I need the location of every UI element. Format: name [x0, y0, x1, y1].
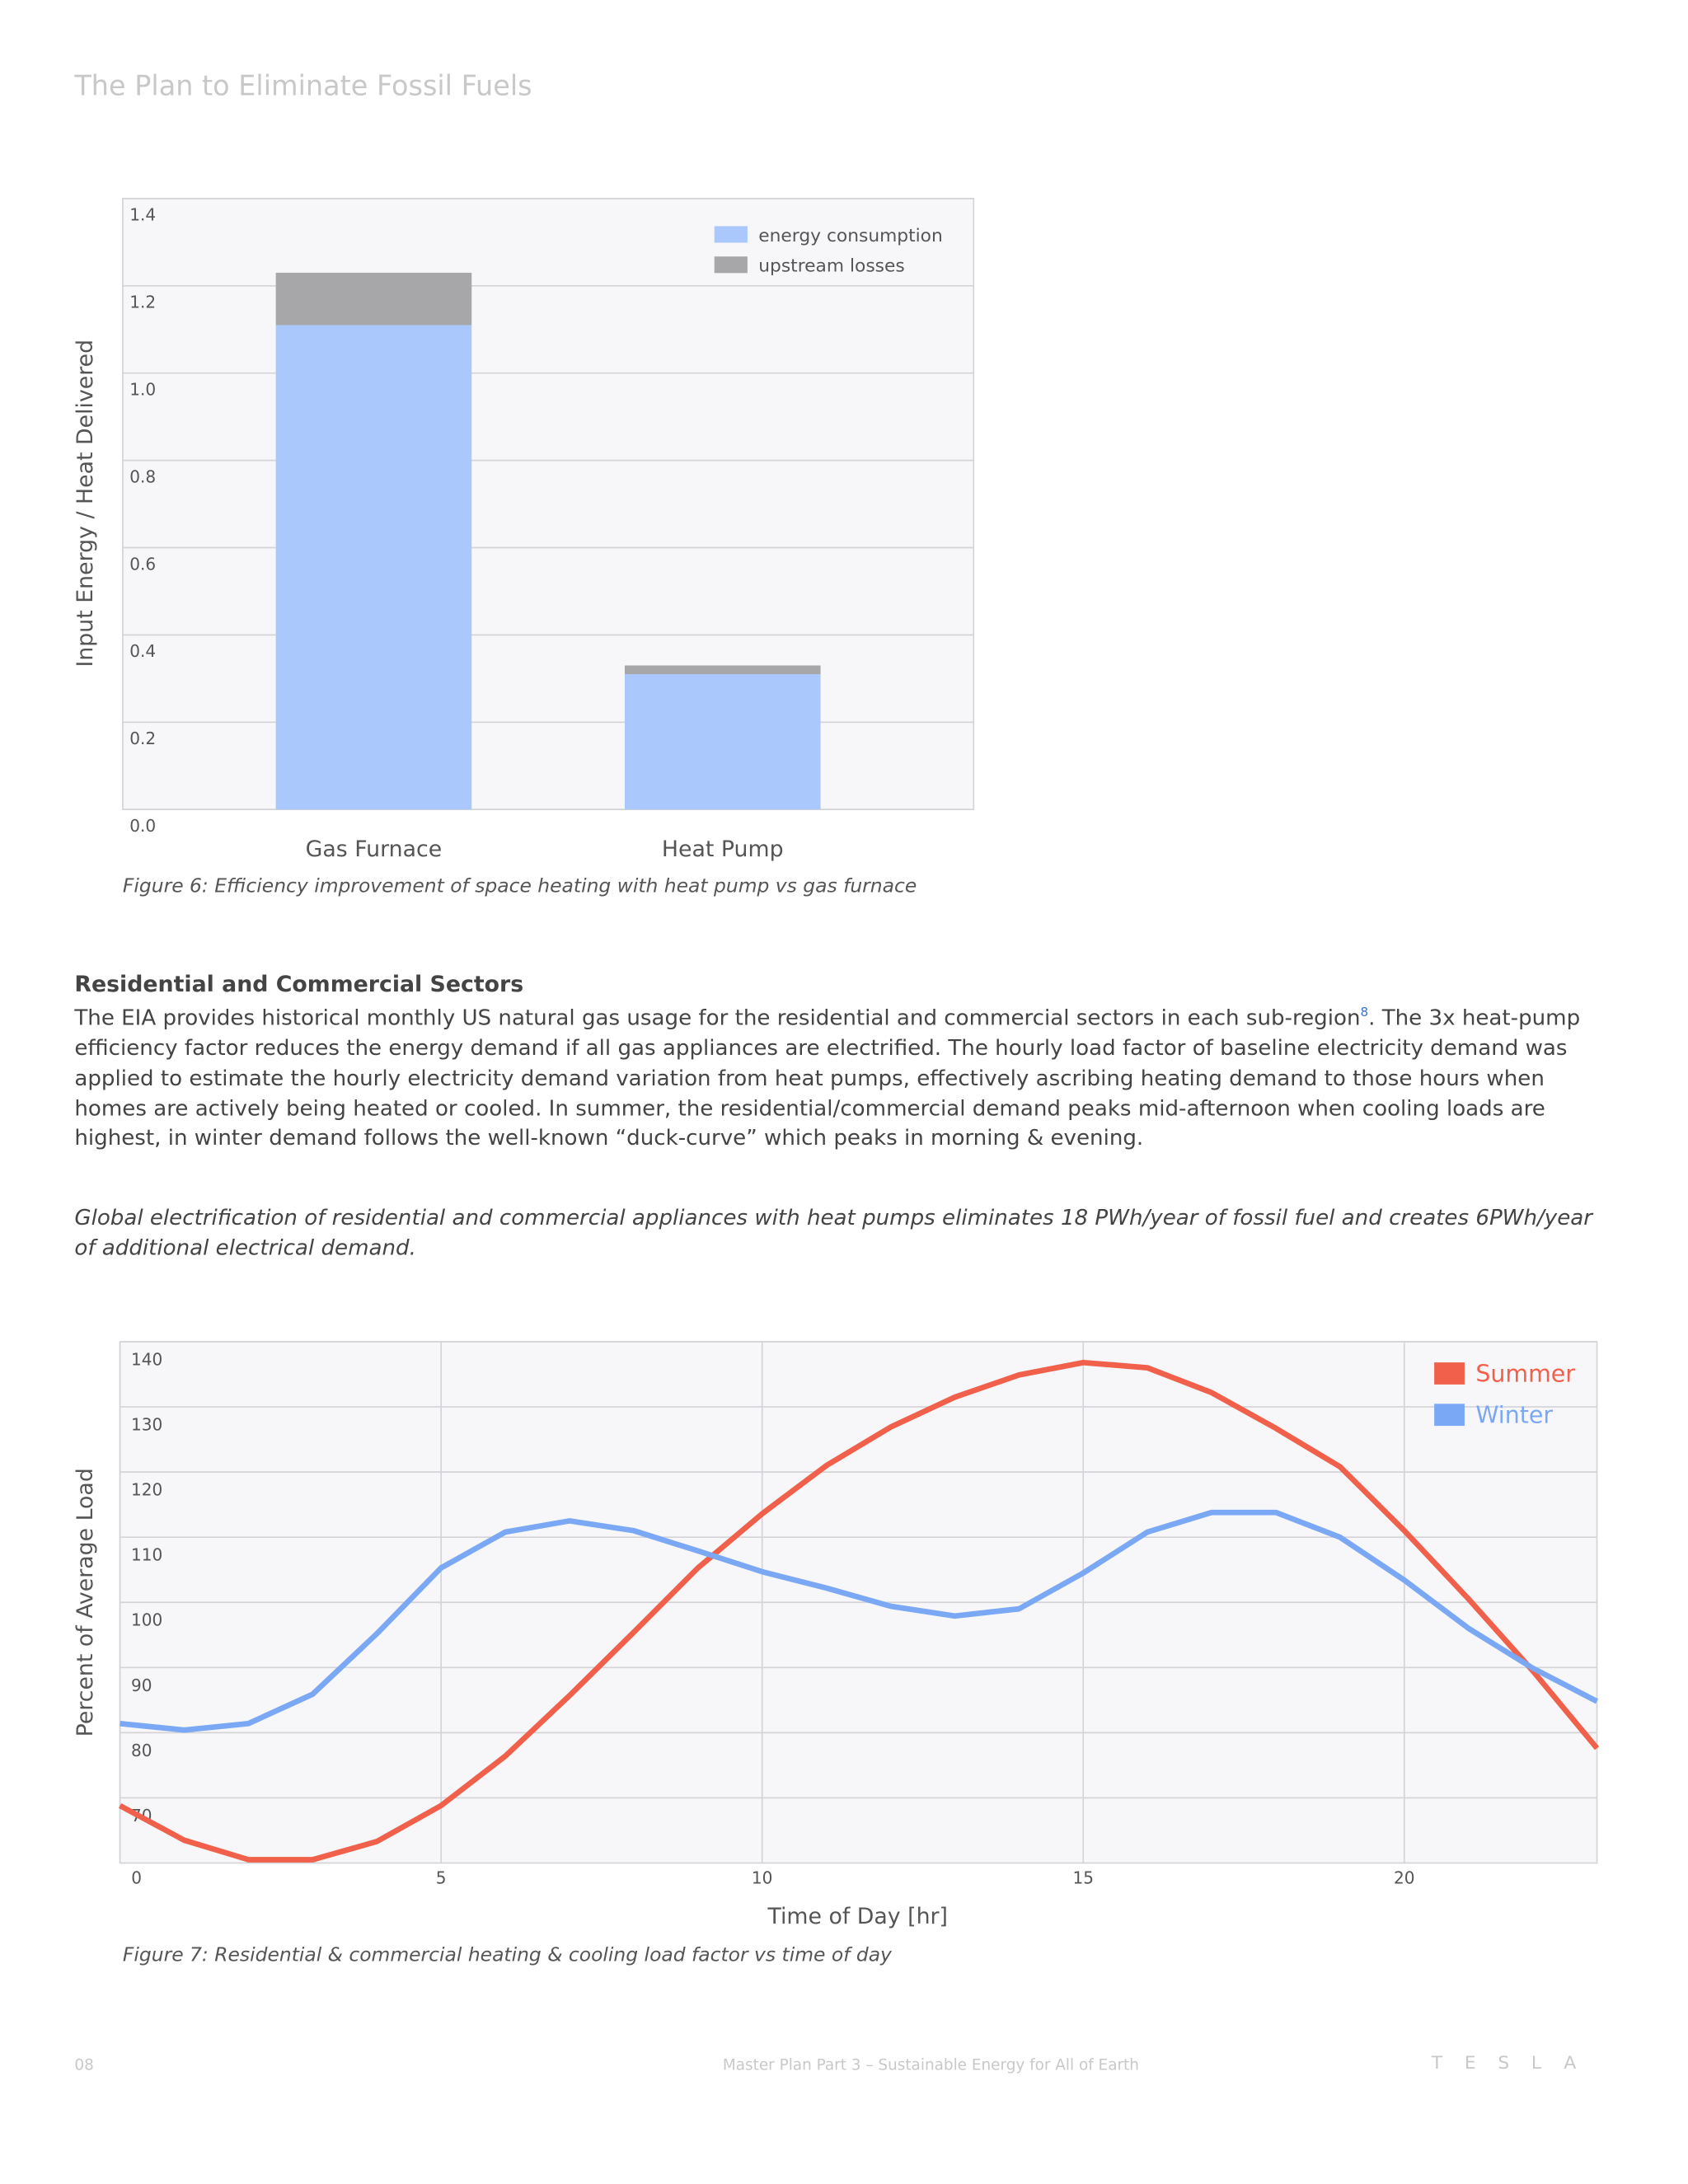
x-tick-label: Heat Pump [662, 837, 784, 862]
y-axis-label: Percent of Average Load [73, 1468, 98, 1736]
legend-swatch [714, 256, 748, 274]
caption: Figure 6: Efficiency improvement of spac… [123, 874, 917, 898]
footnote: 8 [1360, 1006, 1369, 1021]
y-tick-label: 0.6 [129, 554, 156, 574]
x-tick-label: 5 [436, 1868, 447, 1888]
legend-label: Winter [1475, 1402, 1553, 1429]
y-tick-label: 0.8 [129, 466, 156, 486]
plot-area [122, 198, 975, 811]
legend-label: energy consumption [758, 226, 943, 246]
y-tick-label: 140 [131, 1349, 162, 1369]
y-tick-label: 1.2 [129, 293, 156, 312]
y-tick-label: 100 [131, 1610, 162, 1630]
y-tick-label: 1.0 [129, 379, 156, 399]
y-tick-label: 110 [131, 1545, 162, 1565]
section-heading: Residential and Commercial Sectors [74, 970, 524, 997]
text: . The 3x heat-pump efficiency factor red… [74, 1005, 1581, 1151]
x-tick-label: 10 [752, 1868, 773, 1888]
line [118, 1359, 1600, 1863]
legend-label: Summer [1475, 1361, 1575, 1388]
bar-segment [275, 272, 472, 326]
x-tick-label: Gas Furnace [306, 837, 443, 862]
x-tick-label: 0 [131, 1868, 142, 1888]
x-axis-label: Time of Day [hr] [767, 1904, 948, 1929]
y-tick-label: 1.4 [129, 205, 156, 225]
y-tick-label: 90 [131, 1675, 152, 1695]
y-tick-label: 0.2 [129, 729, 156, 748]
y-tick-label: 80 [131, 1741, 152, 1760]
line [120, 1509, 1599, 1733]
legend-swatch [714, 226, 748, 243]
bar-segment [624, 674, 821, 810]
x-tick-label: 20 [1394, 1868, 1415, 1888]
y-tick-label: 0.4 [129, 641, 156, 661]
footer-text: Master Plan Part 3 – Sustainable Energy … [722, 2055, 1139, 2074]
legend-swatch [1434, 1404, 1465, 1427]
y-axis-label: Input Energy / Heat Delivered [73, 340, 98, 668]
bar-segment [624, 665, 821, 675]
paragraph: The EIA provides historical monthly US n… [74, 1000, 1605, 1155]
page-number: 08 [74, 2055, 94, 2074]
page-title: The Plan to Eliminate Fossil Fuels [74, 68, 532, 102]
y-tick-label: 120 [131, 1480, 162, 1500]
x-tick-label: 15 [1072, 1868, 1094, 1888]
legend-label: upstream losses [758, 256, 904, 277]
bar-segment [275, 325, 472, 810]
logo: TESLA [1431, 2053, 1598, 2074]
conclusion: Global electrification of residential an… [74, 1205, 1593, 1260]
y-tick-label: 0.0 [129, 816, 156, 836]
legend-swatch [1434, 1362, 1465, 1385]
y-tick-label: 130 [131, 1415, 162, 1435]
caption: Figure 7: Residential & commercial heati… [123, 1943, 893, 1966]
text: The EIA provides historical monthly US n… [74, 1005, 1361, 1031]
